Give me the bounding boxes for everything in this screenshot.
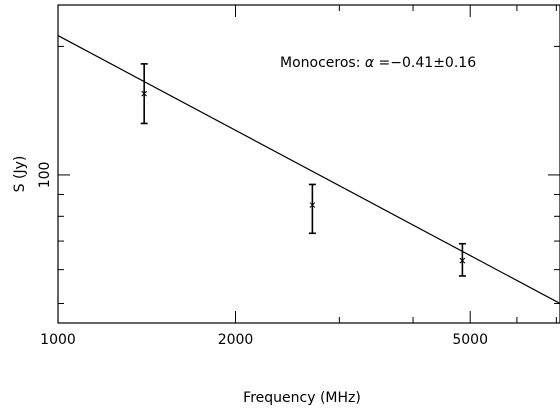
data-point xyxy=(308,183,316,235)
tick-labels: 1000 2000 5000 100 xyxy=(37,162,488,348)
axis-ticks xyxy=(57,5,560,323)
data-point xyxy=(458,242,466,277)
point-marker xyxy=(459,257,466,264)
alpha-symbol: α xyxy=(365,55,375,71)
data-point xyxy=(140,63,148,125)
x-axis-label: Frequency (MHz) xyxy=(243,390,361,406)
y-axis-label: S (Jy) xyxy=(12,156,28,193)
point-marker xyxy=(141,90,148,97)
data-points xyxy=(140,63,466,277)
plot-frame xyxy=(57,4,560,324)
annotation-value: =−0.41±0.16 xyxy=(374,55,476,71)
x-tick-label: 2000 xyxy=(218,332,254,348)
fit-line xyxy=(57,35,560,304)
fit-annotation: Monoceros: α =−0.41±0.16 xyxy=(280,55,476,71)
x-tick-label: 5000 xyxy=(452,332,488,348)
x-tick-label: 1000 xyxy=(40,332,76,348)
y-tick-label: 100 xyxy=(37,162,53,189)
annotation-prefix: Monoceros: xyxy=(280,55,365,71)
point-marker xyxy=(309,202,316,208)
